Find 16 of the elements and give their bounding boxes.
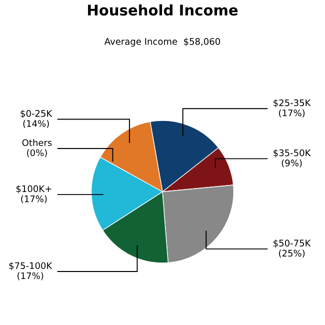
- data-label: (9%): [282, 159, 302, 168]
- data-label: (14%): [23, 120, 49, 128]
- data-label: (25%): [279, 250, 305, 258]
- data-label: (17%): [21, 195, 47, 204]
- text: (0%): [27, 149, 47, 158]
- slice-label: $50-75K: [274, 240, 311, 248]
- data-label: (17%): [279, 109, 305, 118]
- slice-label: $0-25K: [20, 110, 52, 118]
- slice-label: $75-100K: [9, 262, 52, 270]
- category-label: Others: [22, 139, 52, 146]
- slice-label: $25-35K: [274, 99, 311, 108]
- slice-label: $35-50K: [274, 149, 311, 158]
- chart-subtitle: Average Income $58,060: [104, 38, 220, 47]
- slice-label: $100K+: [16, 185, 52, 194]
- chart-title: Household Income: [88, 4, 238, 16]
- data-label: (17%): [18, 272, 44, 280]
